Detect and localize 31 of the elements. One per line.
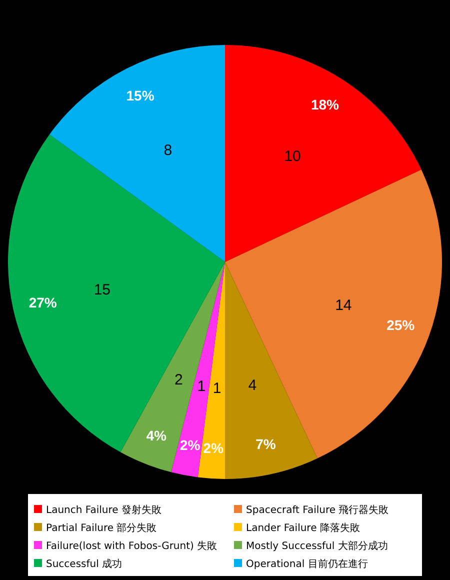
data-label: 18% <box>310 96 340 112</box>
text: 1 <box>212 380 222 397</box>
pie-slice <box>225 170 442 458</box>
data-label: 27% <box>28 294 58 311</box>
pie-slice <box>225 262 318 479</box>
text: 15 <box>94 282 111 299</box>
text: 1 <box>197 378 206 395</box>
data-label: 15% <box>126 88 155 104</box>
pie-slice <box>171 262 225 478</box>
text: 10 <box>284 148 301 165</box>
legend-label: Spacecraft Failure 飛行器失敗 <box>246 504 389 516</box>
pie-slice <box>120 262 225 472</box>
text: 14 <box>335 296 352 314</box>
legend-label: Launch Failure 發射失敗 <box>46 504 162 516</box>
legend-label: Partial Failure 部分失敗 <box>46 522 157 534</box>
pie-slice <box>8 134 225 452</box>
legend-label: Lander Failure 降落失敗 <box>246 522 360 534</box>
legend-label: Mostly Successful 大部分成功 <box>246 540 388 552</box>
legend-label: Failure(lost with Fobos-Grunt) 失敗 <box>46 540 218 552</box>
data-label: 7% <box>256 436 276 452</box>
text: 8 <box>164 142 172 160</box>
data-label: 2% <box>180 437 201 454</box>
data-label: 4% <box>146 427 167 444</box>
data-label: 2% <box>203 440 224 456</box>
pie-slice <box>225 45 422 262</box>
text: 4 <box>248 377 257 394</box>
pie-slice <box>49 45 225 262</box>
data-label: 25% <box>386 317 416 334</box>
legend-label: Operational 目前仍在進行 <box>246 558 368 570</box>
legend-label: Successful 成功 <box>46 558 122 570</box>
text: 2 <box>174 371 183 388</box>
